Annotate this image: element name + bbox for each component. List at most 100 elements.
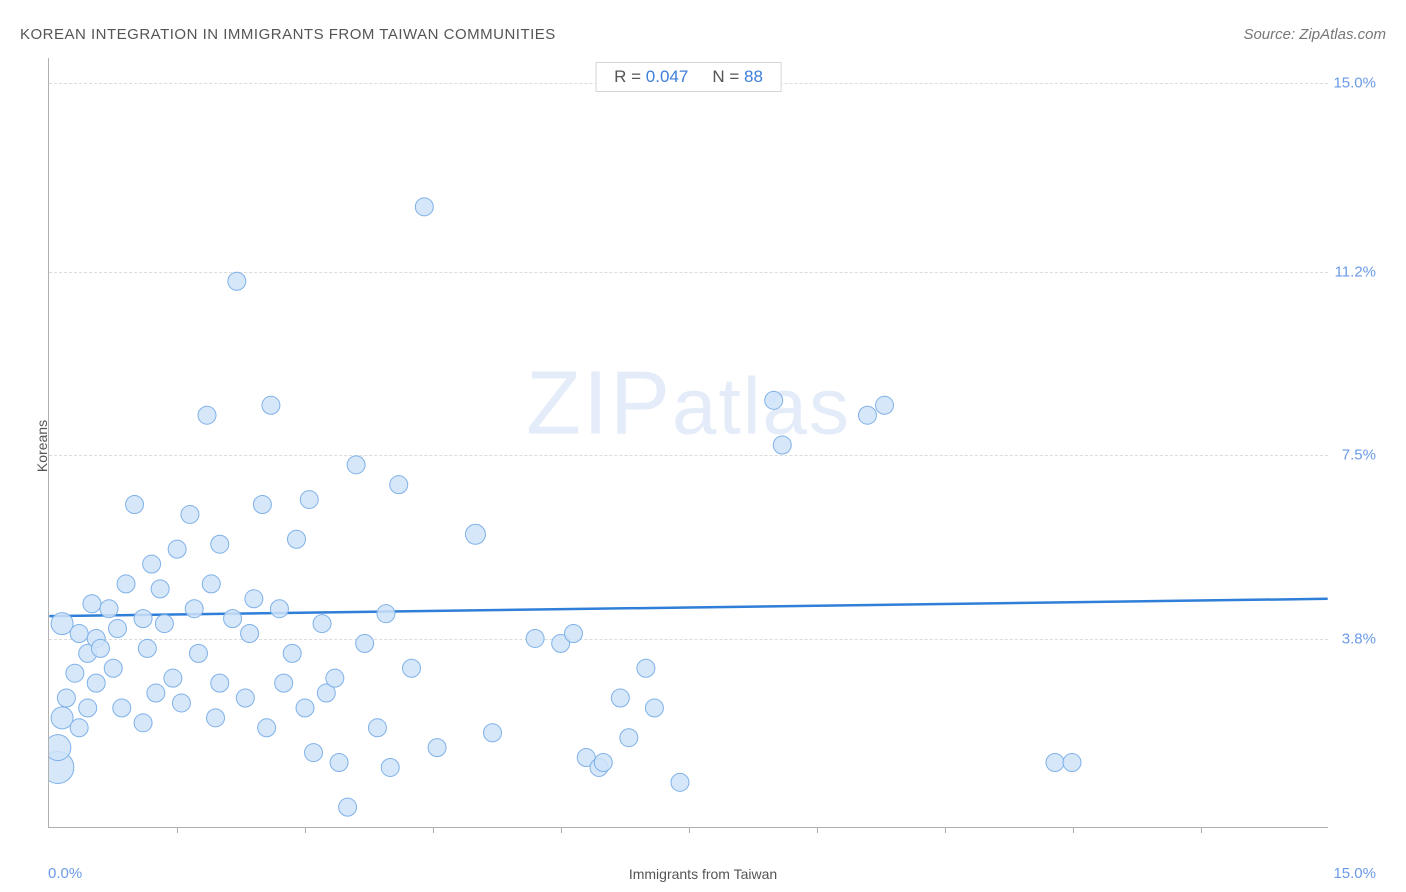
data-point	[134, 610, 152, 628]
data-point	[564, 625, 582, 643]
y-tick-label: 7.5%	[1342, 447, 1376, 464]
data-point	[189, 644, 207, 662]
data-point	[211, 535, 229, 553]
y-tick-label: 3.8%	[1342, 631, 1376, 648]
data-point	[57, 689, 75, 707]
data-point	[347, 456, 365, 474]
data-point	[151, 580, 169, 598]
data-point	[287, 530, 305, 548]
data-point	[100, 600, 118, 618]
scatter-svg	[49, 58, 1328, 827]
data-point	[296, 699, 314, 717]
r-label: R =	[614, 67, 641, 86]
data-point	[70, 625, 88, 643]
data-point	[104, 659, 122, 677]
data-point	[138, 639, 156, 657]
data-point	[236, 689, 254, 707]
x-max-label: 15.0%	[1333, 865, 1376, 882]
data-point	[876, 396, 894, 414]
data-point	[51, 707, 73, 729]
data-point	[66, 664, 84, 682]
data-point	[415, 198, 433, 216]
data-point	[258, 719, 276, 737]
data-point	[211, 674, 229, 692]
data-point	[49, 735, 71, 761]
r-stat: R = 0.047	[614, 67, 688, 87]
data-point	[202, 575, 220, 593]
x-tick	[689, 827, 690, 833]
chart-container: KOREAN INTEGRATION IN IMMIGRANTS FROM TA…	[0, 0, 1406, 892]
x-tick	[945, 827, 946, 833]
data-point	[143, 555, 161, 573]
data-point	[185, 600, 203, 618]
data-point	[117, 575, 135, 593]
data-point	[155, 615, 173, 633]
data-point	[79, 699, 97, 717]
data-point	[330, 754, 348, 772]
data-point	[313, 615, 331, 633]
data-point	[228, 272, 246, 290]
trend-line	[49, 599, 1327, 616]
data-point	[526, 629, 544, 647]
data-point	[620, 729, 638, 747]
plot-area: ZIPatlas R = 0.047 N = 88	[48, 58, 1328, 828]
data-point	[147, 684, 165, 702]
data-point	[241, 625, 259, 643]
x-tick	[817, 827, 818, 833]
data-point	[339, 798, 357, 816]
data-point	[368, 719, 386, 737]
x-tick	[1201, 827, 1202, 833]
data-point	[275, 674, 293, 692]
data-point	[181, 505, 199, 523]
data-point	[262, 396, 280, 414]
data-point	[224, 610, 242, 628]
data-point	[91, 639, 109, 657]
data-point	[428, 739, 446, 757]
x-tick	[1073, 827, 1074, 833]
data-point	[465, 524, 485, 544]
data-point	[245, 590, 263, 608]
data-point	[326, 669, 344, 687]
data-point	[70, 719, 88, 737]
data-point	[283, 644, 301, 662]
data-point	[356, 634, 374, 652]
data-point	[1046, 754, 1064, 772]
x-axis-label: Immigrants from Taiwan	[629, 866, 777, 882]
n-stat: N = 88	[712, 67, 763, 87]
data-point	[1063, 754, 1081, 772]
data-point	[87, 674, 105, 692]
data-point	[51, 613, 73, 635]
data-point	[671, 773, 689, 791]
data-point	[300, 491, 318, 509]
x-tick	[305, 827, 306, 833]
data-point	[207, 709, 225, 727]
data-point	[377, 605, 395, 623]
n-value: 88	[744, 67, 763, 86]
data-point	[645, 699, 663, 717]
data-point	[390, 476, 408, 494]
data-point	[109, 620, 127, 638]
data-point	[83, 595, 101, 613]
data-point	[270, 600, 288, 618]
data-point	[611, 689, 629, 707]
chart-title: KOREAN INTEGRATION IN IMMIGRANTS FROM TA…	[20, 26, 556, 43]
data-point	[172, 694, 190, 712]
x-origin-label: 0.0%	[48, 865, 82, 882]
source-label: Source: ZipAtlas.com	[1243, 26, 1386, 43]
data-point	[637, 659, 655, 677]
data-point	[483, 724, 501, 742]
data-point	[164, 669, 182, 687]
data-point	[305, 744, 323, 762]
data-point	[134, 714, 152, 732]
stats-box: R = 0.047 N = 88	[595, 62, 782, 92]
n-label: N =	[712, 67, 739, 86]
data-point	[381, 758, 399, 776]
data-point	[253, 496, 271, 514]
data-point	[403, 659, 421, 677]
r-value: 0.047	[646, 67, 689, 86]
data-point	[198, 406, 216, 424]
x-tick	[177, 827, 178, 833]
data-point	[858, 406, 876, 424]
data-point	[594, 754, 612, 772]
y-tick-label: 15.0%	[1333, 74, 1376, 91]
